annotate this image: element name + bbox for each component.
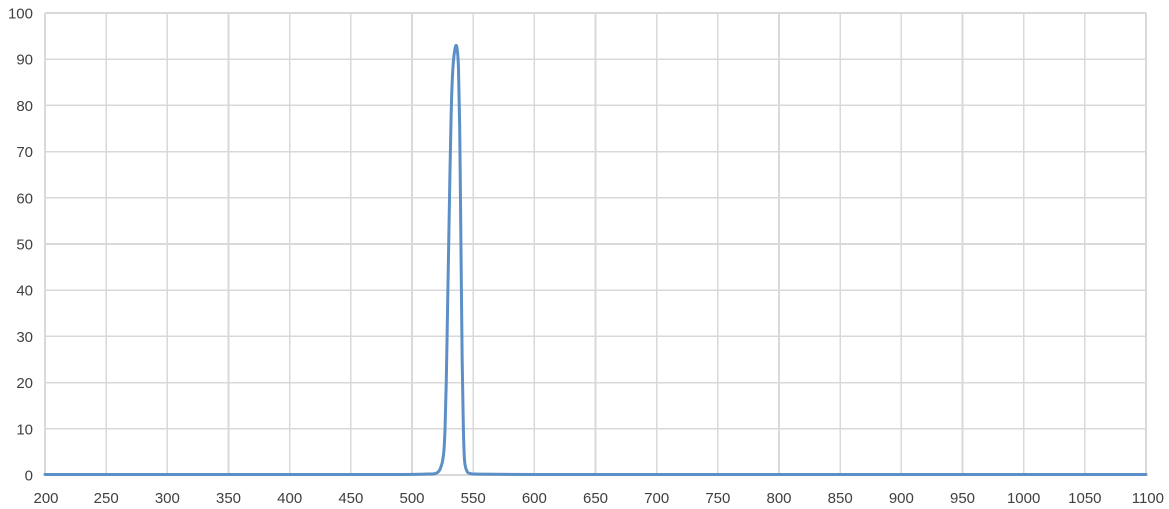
- x-tick-label: 350: [216, 490, 241, 507]
- x-tick-label: 950: [950, 490, 975, 507]
- x-tick-label: 850: [828, 490, 853, 507]
- x-tick-label: 200: [33, 490, 58, 507]
- x-tick-label: 800: [766, 490, 791, 507]
- x-tick-label: 400: [277, 490, 302, 507]
- x-tick-label: 650: [583, 490, 608, 507]
- y-tick-label: 80: [16, 98, 33, 115]
- grid-lines: [44, 12, 1147, 476]
- x-tick-label: 1050: [1068, 490, 1101, 507]
- x-tick-label: 500: [399, 490, 424, 507]
- x-tick-label: 550: [461, 490, 486, 507]
- y-tick-label: 10: [16, 421, 33, 438]
- y-tick-label: 50: [16, 237, 33, 254]
- y-tick-label: 0: [25, 468, 33, 485]
- x-tick-label: 250: [94, 490, 119, 507]
- y-tick-label: 70: [16, 144, 33, 161]
- y-tick-label: 30: [16, 329, 33, 346]
- x-tick-label: 450: [338, 490, 363, 507]
- x-tick-label: 900: [889, 490, 914, 507]
- y-tick-label: 90: [16, 52, 33, 69]
- x-tick-label: 1000: [1007, 490, 1040, 507]
- x-tick-label: 700: [644, 490, 669, 507]
- x-tick-label: 1100: [1132, 490, 1164, 507]
- y-tick-label: 20: [16, 375, 33, 392]
- x-tick-label: 600: [522, 490, 547, 507]
- y-tick-label: 100: [8, 6, 33, 23]
- series-line: [43, 43, 1148, 477]
- y-tick-label: 60: [16, 190, 33, 207]
- series-group: [43, 43, 1148, 477]
- x-axis-tick-labels: 200 250 300 350 400 450 500 550 600 650 700 750 800 8…: [33, 490, 1164, 507]
- y-axis-tick-labels: 0 10 20 30 40 50 60 70 80 90 100: [8, 6, 33, 485]
- x-tick-label: 300: [155, 490, 180, 507]
- y-tick-label: 40: [16, 283, 33, 300]
- x-tick-label: 750: [705, 490, 730, 507]
